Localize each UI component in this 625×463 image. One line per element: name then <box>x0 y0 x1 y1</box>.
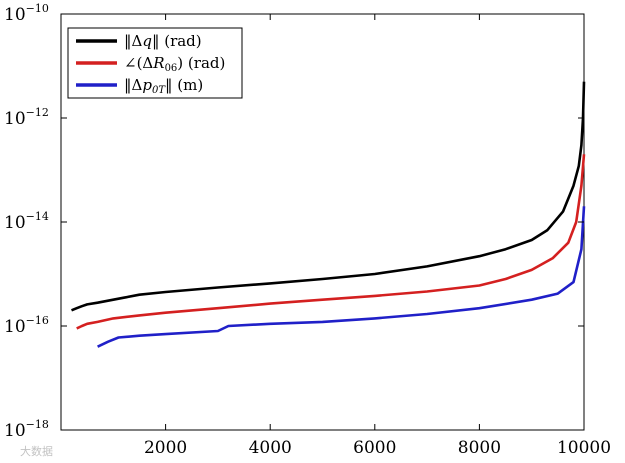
watermark-text: 大数据 <box>20 444 53 458</box>
x-tick-label-4: 10000 <box>557 438 611 458</box>
y-tick-label-0: 10−18 <box>4 418 49 441</box>
legend-label-2: ‖Δp0T‖ (m) <box>124 76 203 96</box>
series-line-1 <box>76 154 586 330</box>
legend: ‖Δq‖ (rad) ∠(ΔR06) (rad) ‖Δp0T‖ (m) <box>67 27 243 99</box>
axes-layer: 2000 4000 6000 8000 10000 10−18 10−16 10−14 10−1… <box>4 2 611 458</box>
legend-label-0: ‖Δq‖ (rad) <box>124 32 202 50</box>
y-tick-label-2: 10−14 <box>4 210 49 233</box>
x-tick-label-2: 6000 <box>353 438 396 458</box>
y-tick-label-4: 10−10 <box>4 2 49 25</box>
series-line-2 <box>97 206 586 348</box>
series-line-0 <box>71 81 586 312</box>
y-tick-label-1: 10−16 <box>4 314 49 337</box>
legend-label-1: ∠(ΔR06) (rad) <box>124 54 225 74</box>
x-tick-label-1: 4000 <box>249 438 292 458</box>
x-tick-label-0: 2000 <box>144 438 187 458</box>
series-layer <box>71 81 586 348</box>
y-tick-label-3: 10−12 <box>4 106 49 129</box>
x-tick-label-3: 8000 <box>458 438 501 458</box>
